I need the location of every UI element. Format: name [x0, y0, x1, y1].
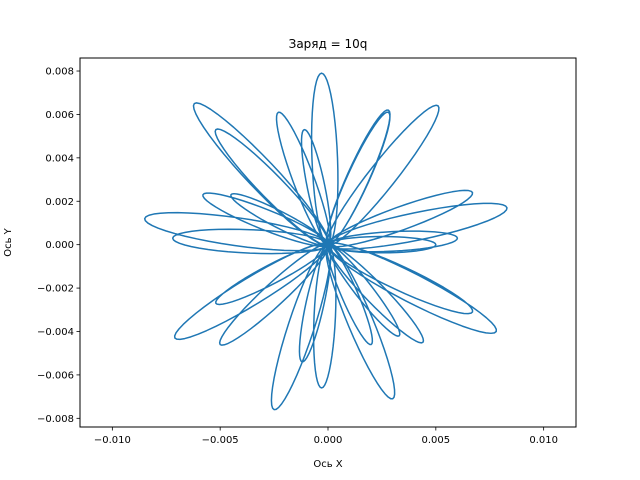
trajectory-line — [143, 72, 508, 411]
y-axis-label: Ось Y — [3, 227, 14, 256]
y-tick-label: 0.006 — [45, 110, 74, 121]
x-tick-label: 0.005 — [422, 435, 451, 446]
y-tick-label: −0.008 — [37, 414, 74, 425]
y-tick-label: 0.000 — [45, 240, 74, 251]
x-tick-label: −0.005 — [202, 435, 239, 446]
x-axis-label: Ось X — [313, 459, 342, 470]
y-tick-label: −0.002 — [37, 284, 74, 295]
y-tick-label: 0.004 — [45, 153, 74, 164]
y-axis-ticks: −0.008 −0.006 −0.004 −0.002 0.000 0.002 0.004 0… — [37, 67, 80, 425]
y-tick-label: 0.002 — [45, 197, 74, 208]
x-tick-label: 0.000 — [314, 435, 343, 446]
chart-title: Заряд = 10q — [289, 37, 368, 51]
x-tick-label: 0.010 — [529, 435, 558, 446]
y-tick-label: −0.004 — [37, 327, 74, 338]
series-layer — [143, 72, 508, 411]
y-tick-label: 0.008 — [45, 67, 74, 78]
x-axis-ticks: −0.010 −0.005 0.000 0.005 0.010 — [94, 427, 558, 446]
x-tick-label: −0.010 — [94, 435, 131, 446]
y-tick-label: −0.006 — [37, 370, 74, 381]
